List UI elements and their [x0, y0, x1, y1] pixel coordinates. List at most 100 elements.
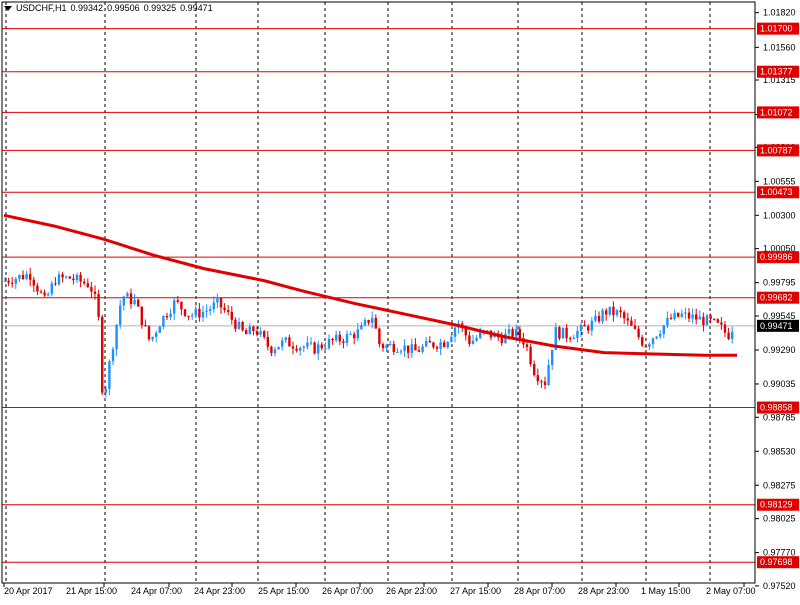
candle-body	[65, 276, 68, 278]
candle-body	[327, 338, 331, 349]
candle-body	[140, 306, 143, 326]
candle-body	[349, 334, 352, 336]
candle-body	[561, 327, 565, 339]
y-tick-label: 0.97520	[763, 581, 796, 591]
candle-body	[565, 327, 568, 339]
level-label-bg	[757, 106, 799, 119]
candle-body	[720, 322, 723, 325]
candle-body	[468, 335, 471, 344]
level-label: 0.98858	[760, 403, 793, 413]
level-label-bg	[757, 251, 799, 264]
candle-body	[335, 334, 338, 341]
candle-body	[309, 342, 313, 344]
x-tick-label: 2 May 07:00	[706, 586, 756, 596]
candle-body	[594, 315, 597, 321]
candle-body	[702, 316, 705, 326]
candle-body	[36, 285, 39, 292]
candle-body	[291, 346, 295, 349]
candle-body	[277, 346, 280, 350]
candle-body	[583, 324, 586, 327]
candle-body	[662, 325, 665, 334]
y-tick-label: 1.01315	[763, 75, 796, 85]
candle-body	[129, 293, 133, 305]
y-tick-label: 0.99290	[763, 345, 796, 355]
level-label: 0.97698	[760, 557, 793, 567]
candle-body	[446, 341, 449, 348]
candle-body	[655, 336, 658, 339]
candle-body	[165, 315, 169, 318]
x-tick-label: 26 Apr 07:00	[322, 586, 373, 596]
candle-body	[97, 294, 100, 317]
x-tick-label: 24 Apr 23:00	[194, 586, 245, 596]
current-price-label: 0.99471	[760, 321, 793, 331]
candle-body	[288, 337, 291, 347]
candle-body	[255, 331, 259, 335]
candle-body	[633, 325, 637, 329]
candle-body	[425, 340, 428, 347]
x-tick-label: 28 Apr 07:00	[514, 586, 565, 596]
candle-body	[32, 279, 35, 286]
plot-frame	[1, 1, 756, 584]
candles	[3, 267, 734, 398]
candle-body	[201, 311, 205, 318]
candle-body	[331, 338, 334, 341]
candle-body	[651, 338, 655, 345]
candle-body	[281, 340, 284, 347]
candle-body	[313, 342, 316, 354]
candle-body	[626, 318, 629, 321]
level-label-bg	[757, 186, 799, 199]
symbol-label: USDCHF,H1	[16, 3, 67, 13]
candle-body	[605, 310, 608, 315]
x-tick-label: 24 Apr 07:00	[131, 586, 182, 596]
candle-body	[101, 316, 104, 393]
candle-body	[435, 347, 439, 349]
candle-body	[623, 312, 626, 319]
candle-body	[507, 329, 511, 334]
candle-body	[572, 337, 575, 340]
candle-body	[324, 348, 327, 350]
candle-body	[590, 320, 593, 331]
level-label: 1.01377	[760, 67, 793, 77]
candle-body	[151, 336, 154, 340]
level-label: 0.99986	[760, 252, 793, 262]
candle-body	[176, 300, 179, 302]
high-value: 0.99506	[107, 3, 140, 13]
candle-body	[223, 307, 226, 311]
level-label: 0.99682	[760, 293, 793, 303]
candle-body	[619, 310, 622, 313]
y-tick-label: 1.00050	[763, 244, 796, 254]
y-tick-label: 0.97770	[763, 548, 796, 558]
candle-body	[75, 274, 79, 281]
level-label: 0.98129	[760, 500, 793, 510]
candle-body	[540, 381, 543, 383]
x-tick-label: 20 Apr 2017	[4, 586, 53, 596]
candle-body	[709, 315, 712, 319]
candle-body	[403, 345, 406, 352]
candle-body	[173, 300, 176, 314]
level-label-bg	[757, 65, 799, 78]
candle-body	[212, 302, 215, 310]
candle-body	[7, 280, 10, 283]
candle-body	[731, 331, 734, 340]
candle-body	[648, 344, 651, 347]
candle-body	[158, 326, 161, 333]
x-tick-label: 25 Apr 15:00	[258, 586, 309, 596]
y-tick-label: 1.01820	[763, 8, 796, 18]
level-label-bg	[757, 22, 799, 35]
candle-body	[57, 274, 61, 285]
candle-body	[407, 345, 410, 353]
candle-body	[381, 344, 385, 349]
y-tick-label: 0.98275	[763, 480, 796, 490]
candle-body	[137, 299, 140, 307]
candle-body	[79, 274, 82, 282]
candle-body	[3, 280, 7, 282]
candle-body	[428, 340, 431, 343]
candle-body	[54, 283, 57, 285]
y-tick-label: 0.98785	[763, 412, 796, 422]
candle-body	[385, 345, 388, 349]
dropdown-triangle-icon[interactable]	[4, 5, 12, 11]
candle-body	[421, 346, 424, 352]
